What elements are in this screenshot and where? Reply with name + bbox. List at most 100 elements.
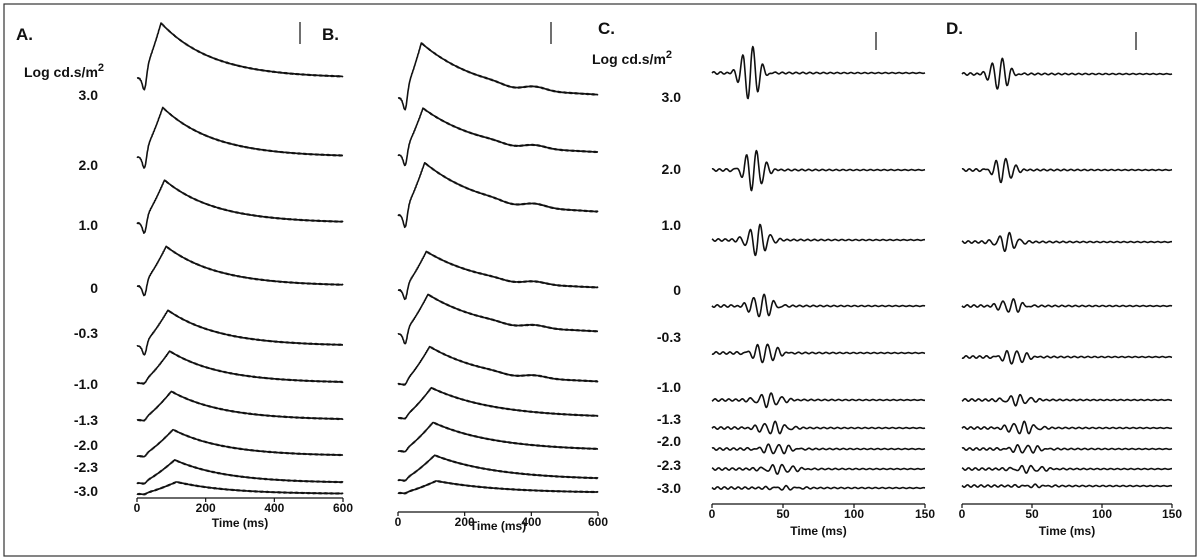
level-label: -2.3 [657, 457, 681, 473]
trace-a-0 [136, 22, 344, 91]
panel-c-x-axis: 0 50 100 150 Time (ms) [709, 503, 935, 538]
level-label: -0.3 [74, 325, 98, 341]
x-tick-label: 200 [455, 515, 475, 529]
x-axis-title: Time (ms) [212, 516, 268, 530]
trace-c-9 [711, 484, 926, 491]
x-tick-label: 50 [776, 507, 790, 521]
trace-d-9 [961, 483, 1173, 489]
trace-d-2 [961, 231, 1173, 252]
x-tick-label: 100 [1092, 507, 1112, 521]
trace-c-5 [711, 392, 926, 409]
level-label: 0 [90, 280, 98, 296]
x-tick-label: 600 [333, 501, 353, 515]
panel-d: D. 0 50 100 150 Time (ms) [946, 19, 1182, 538]
panel-c-unit-label: Log cd.s/m2 [592, 49, 672, 67]
x-tick-label: 0 [134, 501, 141, 515]
trace-d-5 [961, 393, 1173, 407]
level-label: 2.0 [79, 157, 99, 173]
trace-a-6 [136, 390, 344, 422]
level-label: 1.0 [662, 217, 682, 233]
trace-b-3 [397, 250, 599, 301]
trace-c-1 [711, 149, 926, 192]
panel-d-traces [961, 57, 1173, 489]
panel-a-letter: A. [16, 25, 33, 44]
trace-b-7 [397, 421, 599, 453]
trace-b-5 [397, 345, 599, 386]
trace-b-2 [397, 162, 599, 229]
panel-a: A. Log cd.s/m2 3.0 2.0 1.0 0 -0.3 -1.0 -1.3 -2.… [16, 22, 353, 530]
panel-d-letter: D. [946, 19, 963, 38]
trace-d-4 [961, 349, 1173, 365]
level-label: -2.0 [74, 437, 98, 453]
panel-c: C. Log cd.s/m2 3.0 2.0 1.0 0 -0.3 -1.0 -1.3 -2.… [592, 19, 935, 538]
x-axis-title: Time (ms) [790, 524, 846, 538]
panel-b-letter: B. [322, 25, 339, 44]
level-label: -2.3 [74, 459, 98, 475]
x-tick-label: 150 [915, 507, 935, 521]
trace-b-8 [397, 454, 599, 482]
trace-d-1 [961, 157, 1173, 184]
x-tick-label: 400 [264, 501, 284, 515]
trace-c-2 [711, 223, 926, 257]
trace-a-1 [136, 106, 344, 169]
x-tick-label: 200 [196, 501, 216, 515]
trace-d-8 [961, 464, 1173, 474]
panel-c-traces [711, 45, 926, 491]
trace-b-6 [397, 386, 599, 420]
trace-a-9 [136, 481, 344, 496]
level-label: -1.3 [657, 411, 681, 427]
panel-a-traces [136, 22, 344, 496]
panel-b-x-axis: 0 200 400 600 Time (ms) [395, 511, 608, 533]
trace-b-1 [397, 107, 599, 167]
trace-c-8 [711, 463, 926, 475]
level-label: -2.0 [657, 433, 681, 449]
level-label: -1.0 [657, 379, 681, 395]
level-label: 2.0 [662, 161, 682, 177]
trace-b-0 [397, 42, 599, 111]
level-label: -1.0 [74, 376, 98, 392]
level-label: 3.0 [79, 87, 99, 103]
trace-c-0 [711, 45, 926, 100]
panel-d-x-axis: 0 50 100 150 Time (ms) [959, 503, 1182, 538]
x-axis-title: Time (ms) [470, 519, 526, 533]
x-tick-label: 0 [959, 507, 966, 521]
level-label: -1.3 [74, 412, 98, 428]
trace-a-5 [136, 350, 344, 385]
panel-b: B. 0 200 400 600 Time (ms) [322, 22, 608, 533]
x-tick-label: 150 [1162, 507, 1182, 521]
trace-b-9 [397, 480, 599, 495]
x-tick-label: 0 [395, 515, 402, 529]
panel-a-x-axis: 0 200 400 600 Time (ms) [134, 497, 353, 530]
level-label: 3.0 [662, 89, 682, 105]
x-axis-title: Time (ms) [1039, 524, 1095, 538]
panel-a-unit-label: Log cd.s/m2 [24, 62, 104, 80]
level-label: 0 [673, 282, 681, 298]
x-tick-label: 50 [1025, 507, 1039, 521]
trace-a-8 [136, 458, 344, 485]
panel-c-letter: C. [598, 19, 615, 38]
x-tick-label: 400 [521, 515, 541, 529]
trace-d-6 [961, 420, 1173, 435]
trace-c-3 [711, 293, 926, 318]
trace-a-7 [136, 428, 344, 458]
panel-c-level-labels: 3.0 2.0 1.0 0 -0.3 -1.0 -1.3 -2.0 -2.3 -3.0 [657, 89, 681, 496]
trace-a-2 [136, 179, 344, 234]
figure-frame [3, 3, 1197, 557]
x-tick-label: 0 [709, 507, 716, 521]
level-label: -3.0 [657, 480, 681, 496]
trace-d-3 [961, 298, 1173, 313]
trace-c-7 [711, 443, 926, 455]
trace-b-4 [397, 293, 599, 345]
trace-d-7 [961, 443, 1173, 454]
trace-c-4 [711, 343, 926, 364]
panel-b-traces [397, 42, 599, 495]
level-label: 1.0 [79, 217, 99, 233]
x-tick-label: 100 [844, 507, 864, 521]
trace-a-3 [136, 245, 344, 297]
level-label: -3.0 [74, 483, 98, 499]
level-label: -0.3 [657, 329, 681, 345]
panel-a-level-labels: 3.0 2.0 1.0 0 -0.3 -1.0 -1.3 -2.0 -2.3 -3.0 [74, 87, 98, 499]
trace-a-4 [136, 309, 344, 356]
x-tick-label: 600 [588, 515, 608, 529]
